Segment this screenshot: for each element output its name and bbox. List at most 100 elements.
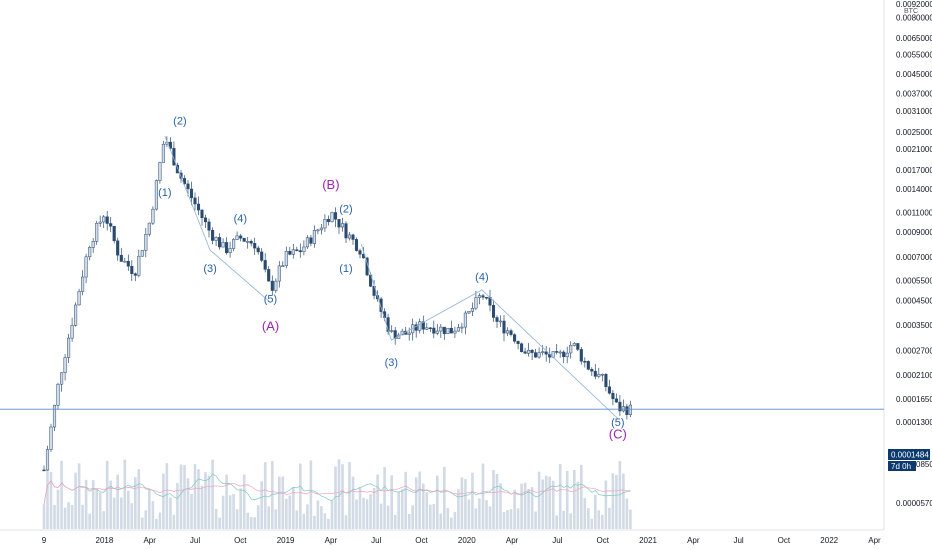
candle-body xyxy=(63,357,67,373)
candle-body xyxy=(81,276,85,292)
candle-body xyxy=(267,269,271,282)
volume-ma-line xyxy=(43,480,631,505)
volume-bar xyxy=(84,479,88,529)
candle-body xyxy=(70,325,74,339)
volume-bar xyxy=(502,512,506,529)
candle-body xyxy=(137,255,141,276)
wave-label: (5) xyxy=(264,294,277,306)
y-tick-label: 0.0092000 xyxy=(896,0,932,9)
candle-body xyxy=(42,469,46,472)
volume-bar xyxy=(130,503,134,529)
candle-body xyxy=(453,330,457,334)
current-price-value: 0.0001484 xyxy=(891,451,929,460)
volume-bar xyxy=(365,499,369,529)
candle-body xyxy=(221,242,225,248)
candle-body xyxy=(74,304,78,326)
candle-body xyxy=(144,234,148,251)
volume-bar xyxy=(485,500,488,529)
candle-body xyxy=(590,369,594,372)
candle-body xyxy=(407,332,411,335)
volume-bar xyxy=(450,517,453,529)
wave-label: (A) xyxy=(262,319,279,334)
volume-bar xyxy=(127,490,130,529)
volume-bar xyxy=(235,509,239,529)
candle-body xyxy=(91,241,95,248)
candle-body xyxy=(211,229,215,241)
volume-bar xyxy=(56,489,60,529)
volume-bar xyxy=(260,481,263,529)
candle-body xyxy=(189,188,194,199)
volume-bar xyxy=(253,517,256,529)
volume-bar xyxy=(88,513,91,529)
volume-bar xyxy=(513,489,516,529)
volume-bar xyxy=(474,508,478,529)
volume-bar xyxy=(281,476,285,529)
volume-bar xyxy=(348,462,351,529)
volume-bar xyxy=(580,464,583,529)
candle-body xyxy=(541,351,545,353)
volume-bar xyxy=(344,515,348,529)
candle-body xyxy=(182,178,187,185)
x-tick-label: Apr xyxy=(687,536,700,545)
volume-ma-line xyxy=(43,473,631,505)
candle-body xyxy=(449,327,453,334)
volume-bar xyxy=(183,465,186,529)
y-tick-label: 0.0045000 xyxy=(896,70,932,79)
wave-label: (C) xyxy=(609,427,627,442)
y-tick-label: 0.0007000 xyxy=(896,253,932,262)
volume-bar xyxy=(594,494,597,529)
candle-body xyxy=(175,164,179,174)
volume-bar xyxy=(555,515,558,529)
candle-body xyxy=(425,327,429,330)
candle-body xyxy=(390,330,394,332)
x-tick-label: Jul xyxy=(190,536,200,545)
candle-body xyxy=(200,209,204,219)
candle-body xyxy=(235,235,239,240)
volume-bar xyxy=(193,464,197,529)
candle-body xyxy=(414,324,418,331)
candle-body xyxy=(456,327,460,332)
elliott-wave-lines xyxy=(164,135,619,419)
candle-body xyxy=(151,208,155,224)
volume-bar xyxy=(439,513,443,529)
candle-body xyxy=(109,223,113,227)
x-tick-label: Apr xyxy=(506,536,519,545)
volume-bar xyxy=(70,505,74,529)
candle-body xyxy=(572,343,576,346)
volume-average-lines xyxy=(43,473,631,505)
candle-body xyxy=(534,352,538,358)
volume-bar xyxy=(551,480,555,529)
volume-bar xyxy=(63,507,67,529)
y-tick-label: 0.0065000 xyxy=(896,34,932,43)
candle-body xyxy=(611,392,615,400)
candle-body xyxy=(467,311,471,314)
wave-label: (1) xyxy=(158,187,171,199)
volume-bar xyxy=(120,497,123,529)
x-tick-label: 2022 xyxy=(820,536,838,545)
volume-bar xyxy=(590,518,594,529)
candlesticks xyxy=(42,136,632,472)
volume-bar xyxy=(239,488,242,529)
candle-body xyxy=(239,235,243,239)
volume-bar xyxy=(492,470,495,529)
candle-body xyxy=(555,351,559,353)
candle-body xyxy=(593,370,597,377)
volume-bar xyxy=(218,517,221,529)
volume-bar xyxy=(53,504,56,529)
wave-label: (1) xyxy=(339,263,352,275)
x-tick-label: Oct xyxy=(778,536,791,545)
y-tick-label: 0.0080000 xyxy=(896,14,932,23)
candle-body xyxy=(295,249,299,251)
candle-body xyxy=(337,219,341,228)
y-tick-label: 0.0000570 xyxy=(896,499,932,508)
x-tick-label: Oct xyxy=(415,536,428,545)
volume-bar xyxy=(467,499,471,529)
volume-bar xyxy=(232,494,235,529)
candle-body xyxy=(126,260,130,267)
candle-body xyxy=(607,386,611,394)
volume-bar xyxy=(162,473,165,529)
candle-body xyxy=(340,223,345,228)
candle-body xyxy=(77,291,81,306)
candle-body xyxy=(625,406,629,415)
